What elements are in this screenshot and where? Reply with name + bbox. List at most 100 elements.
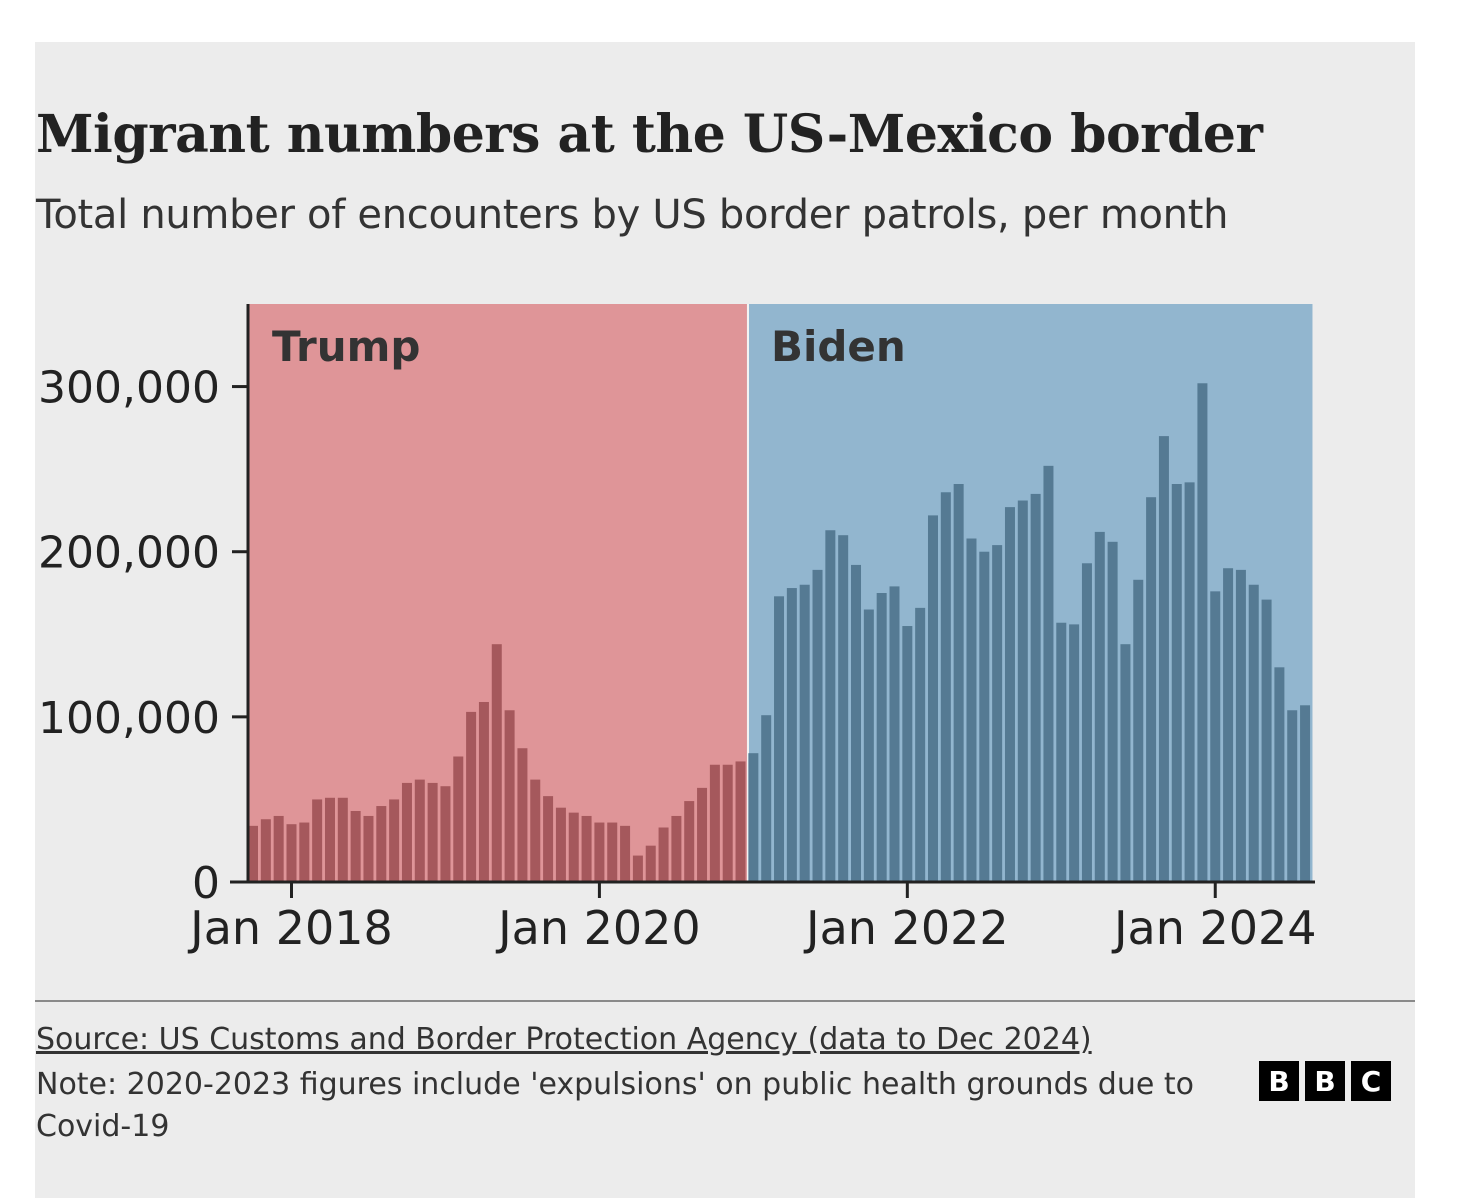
bar <box>915 607 926 882</box>
bar <box>863 609 874 882</box>
region-label: Trump <box>272 322 420 371</box>
bar <box>389 799 400 882</box>
bar <box>543 796 554 882</box>
bar <box>812 569 823 882</box>
bar <box>1107 541 1118 882</box>
bar <box>761 715 772 882</box>
bar <box>1146 497 1157 882</box>
bar <box>786 588 797 882</box>
bar <box>1004 507 1015 882</box>
bar <box>1287 710 1298 882</box>
bar <box>658 827 669 882</box>
bar <box>1235 569 1246 882</box>
bar <box>1133 579 1144 882</box>
bar <box>363 815 374 882</box>
x-tick-label: Jan 2020 <box>495 901 701 955</box>
bar <box>312 799 323 882</box>
logo-letter: C <box>1351 1061 1391 1101</box>
bar <box>1030 493 1041 882</box>
bar <box>748 753 759 882</box>
bar <box>953 484 964 882</box>
bar <box>555 807 566 882</box>
bar <box>889 586 900 882</box>
bar <box>530 779 541 882</box>
bar <box>1223 568 1234 882</box>
y-tick-label: 0 <box>192 858 220 909</box>
x-tick-label: Jan 2018 <box>187 901 393 955</box>
y-tick-label: 300,000 <box>38 363 220 414</box>
bar-chart: Trump Biden 0 100,000 200,000 300,000 Jan 2018… <box>38 304 1317 955</box>
bar <box>376 806 387 882</box>
bar <box>504 710 515 882</box>
bar <box>838 535 849 882</box>
logo-letter: B <box>1305 1061 1345 1101</box>
bar <box>1094 531 1105 882</box>
bar <box>1081 563 1092 882</box>
bar <box>453 756 464 882</box>
bar <box>350 810 361 882</box>
bar <box>1261 599 1272 882</box>
chart-subtitle: Total number of encounters by US border … <box>36 192 1229 238</box>
bar <box>440 786 451 882</box>
bar <box>594 822 605 882</box>
bar <box>286 824 297 882</box>
x-tick-label: Jan 2022 <box>803 901 1009 955</box>
bar <box>260 819 271 882</box>
bar <box>992 545 1003 882</box>
bar <box>581 815 592 882</box>
bar <box>684 801 695 882</box>
bar <box>825 530 836 882</box>
bar <box>1248 584 1259 882</box>
bar <box>799 584 810 882</box>
bar <box>1184 482 1195 882</box>
bar <box>1197 383 1208 882</box>
bar <box>940 492 951 882</box>
source-link[interactable]: Source: US Customs and Border Protection… <box>36 1022 1092 1057</box>
bar <box>517 748 528 882</box>
bar <box>979 551 990 882</box>
bar <box>735 761 746 882</box>
bar <box>902 626 913 882</box>
y-tick-label: 100,000 <box>38 693 220 744</box>
bar <box>248 825 258 882</box>
bar <box>1171 484 1182 882</box>
bar <box>478 701 489 882</box>
divider <box>35 1000 1415 1002</box>
y-tick-label: 200,000 <box>38 528 220 579</box>
bar <box>299 822 310 882</box>
bar <box>927 515 938 882</box>
bar <box>1017 500 1028 882</box>
bar <box>273 815 284 882</box>
bar <box>1069 624 1080 882</box>
region-label: Biden <box>771 322 906 371</box>
chart-title: Migrant numbers at the US-Mexico border <box>36 104 1263 165</box>
bar <box>632 855 643 882</box>
bar <box>1300 705 1311 882</box>
bar <box>645 845 656 882</box>
bar <box>774 596 785 882</box>
note-text: Note: 2020-2023 figures include 'expulsi… <box>36 1067 1194 1144</box>
bar <box>401 782 412 882</box>
bar <box>607 822 618 882</box>
bar <box>876 593 887 882</box>
x-tick-label: Jan 2024 <box>1111 901 1317 955</box>
bar <box>697 787 708 882</box>
bar <box>427 782 438 882</box>
bar <box>1056 622 1067 882</box>
bar <box>491 644 502 882</box>
bar <box>1210 591 1221 882</box>
bar <box>851 564 862 882</box>
bar <box>1158 436 1169 882</box>
bar <box>966 538 977 882</box>
bar <box>671 815 682 882</box>
bar <box>568 812 579 882</box>
bar <box>722 764 733 882</box>
bar <box>337 797 348 882</box>
logo-letter: B <box>1259 1061 1299 1101</box>
bar <box>709 764 720 882</box>
bar <box>1274 667 1285 882</box>
bar <box>1120 644 1131 882</box>
bar <box>620 825 631 882</box>
bar <box>466 711 477 882</box>
bar <box>324 797 335 882</box>
